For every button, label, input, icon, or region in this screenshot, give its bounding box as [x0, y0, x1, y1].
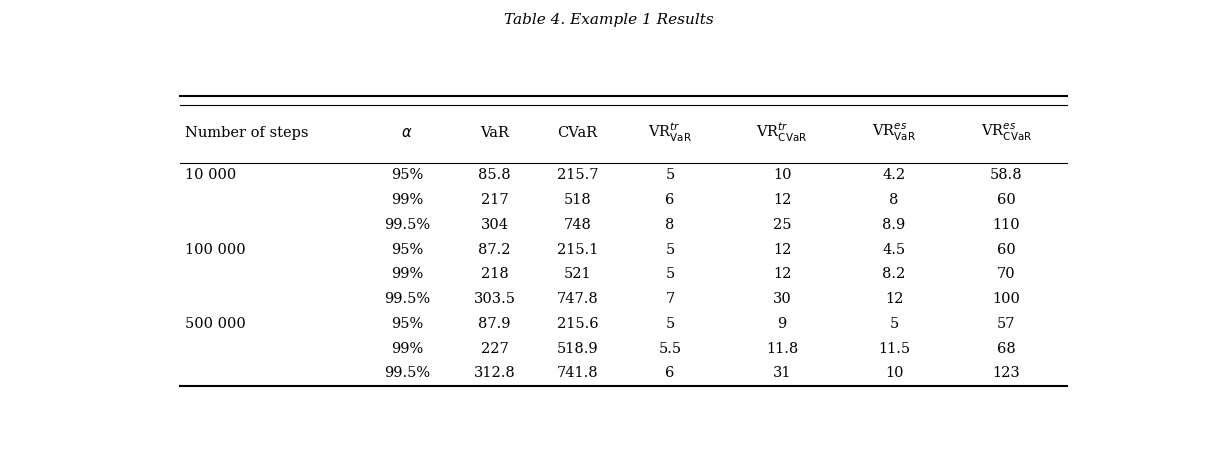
Text: 6: 6: [666, 193, 674, 207]
Text: 215.6: 215.6: [556, 317, 599, 331]
Text: 85.8: 85.8: [478, 168, 511, 182]
Text: 218: 218: [481, 267, 509, 281]
Text: 215.7: 215.7: [556, 168, 599, 182]
Text: 303.5: 303.5: [473, 292, 516, 306]
Text: 123: 123: [992, 366, 1020, 380]
Text: 30: 30: [773, 292, 791, 306]
Text: 7: 7: [666, 292, 674, 306]
Text: 10 000: 10 000: [185, 168, 236, 182]
Text: VR$^{es}_{\mathrm{CVaR}}$: VR$^{es}_{\mathrm{CVaR}}$: [981, 122, 1032, 143]
Text: 5.5: 5.5: [658, 342, 682, 356]
Text: 99.5%: 99.5%: [383, 218, 430, 232]
Text: Table 4. Example 1 Results: Table 4. Example 1 Results: [504, 13, 713, 27]
Text: 95%: 95%: [391, 168, 424, 182]
Text: 99%: 99%: [391, 342, 424, 356]
Text: 312.8: 312.8: [473, 366, 516, 380]
Text: 12: 12: [773, 267, 791, 281]
Text: VR$^{es}_{\mathrm{VaR}}$: VR$^{es}_{\mathrm{VaR}}$: [873, 122, 916, 143]
Text: 521: 521: [563, 267, 591, 281]
Text: 99%: 99%: [391, 267, 424, 281]
Text: 217: 217: [481, 193, 509, 207]
Text: 95%: 95%: [391, 317, 424, 331]
Text: 215.1: 215.1: [556, 242, 598, 256]
Text: $\alpha$: $\alpha$: [402, 126, 413, 140]
Text: 8: 8: [890, 193, 899, 207]
Text: 8: 8: [666, 218, 674, 232]
Text: 747.8: 747.8: [556, 292, 599, 306]
Text: 100: 100: [992, 292, 1020, 306]
Text: 60: 60: [997, 242, 1015, 256]
Text: 58.8: 58.8: [989, 168, 1022, 182]
Text: 518.9: 518.9: [556, 342, 599, 356]
Text: 500 000: 500 000: [185, 317, 246, 331]
Text: 57: 57: [997, 317, 1015, 331]
Text: 5: 5: [666, 242, 674, 256]
Text: 10: 10: [885, 366, 903, 380]
Text: 10: 10: [773, 168, 791, 182]
Text: 99.5%: 99.5%: [383, 366, 430, 380]
Text: 25: 25: [773, 218, 791, 232]
Text: 5: 5: [666, 317, 674, 331]
Text: 12: 12: [773, 242, 791, 256]
Text: 6: 6: [666, 366, 674, 380]
Text: 11.5: 11.5: [877, 342, 910, 356]
Text: 5: 5: [666, 267, 674, 281]
Text: 12: 12: [885, 292, 903, 306]
Text: VR$^{tr}_{\mathrm{CVaR}}$: VR$^{tr}_{\mathrm{CVaR}}$: [757, 121, 808, 144]
Text: 31: 31: [773, 366, 791, 380]
Text: 8.2: 8.2: [882, 267, 905, 281]
Text: 227: 227: [481, 342, 509, 356]
Text: 748: 748: [563, 218, 591, 232]
Text: 11.8: 11.8: [765, 342, 798, 356]
Text: 5: 5: [890, 317, 898, 331]
Text: 99%: 99%: [391, 193, 424, 207]
Text: VaR: VaR: [481, 126, 509, 140]
Text: 518: 518: [563, 193, 591, 207]
Text: 95%: 95%: [391, 242, 424, 256]
Text: 8.9: 8.9: [882, 218, 905, 232]
Text: 68: 68: [997, 342, 1015, 356]
Text: 99.5%: 99.5%: [383, 292, 430, 306]
Text: 9: 9: [778, 317, 786, 331]
Text: 4.2: 4.2: [882, 168, 905, 182]
Text: 100 000: 100 000: [185, 242, 246, 256]
Text: CVaR: CVaR: [557, 126, 598, 140]
Text: 70: 70: [997, 267, 1015, 281]
Text: 741.8: 741.8: [556, 366, 599, 380]
Text: 110: 110: [992, 218, 1020, 232]
Text: 60: 60: [997, 193, 1015, 207]
Text: 12: 12: [773, 193, 791, 207]
Text: 304: 304: [481, 218, 509, 232]
Text: 4.5: 4.5: [882, 242, 905, 256]
Text: 87.9: 87.9: [478, 317, 511, 331]
Text: Number of steps: Number of steps: [185, 126, 309, 140]
Text: VR$^{tr}_{\mathrm{VaR}}$: VR$^{tr}_{\mathrm{VaR}}$: [647, 121, 692, 144]
Text: 5: 5: [666, 168, 674, 182]
Text: 87.2: 87.2: [478, 242, 511, 256]
